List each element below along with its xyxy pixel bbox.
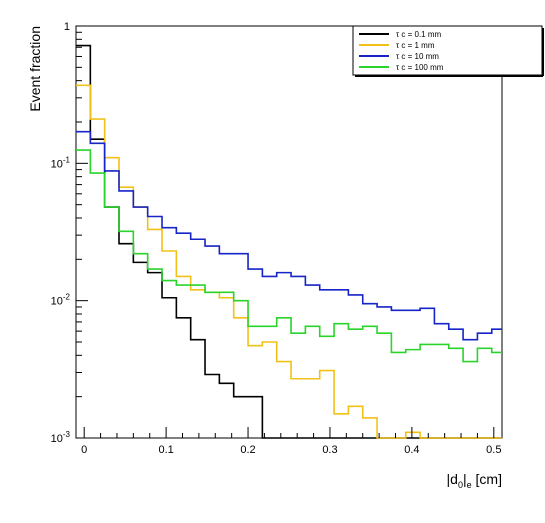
y-tick-label: 1 xyxy=(64,21,70,33)
y-tick-label: 10-1 xyxy=(51,155,71,170)
x-tick-label: 0.4 xyxy=(404,444,419,456)
x-axis-title-bar: | xyxy=(463,471,467,487)
x-tick-label: 0.3 xyxy=(322,444,337,456)
series-layer xyxy=(76,44,502,439)
x-axis-title-sub: 0 xyxy=(458,480,463,490)
x-tick-label: 0.5 xyxy=(486,444,501,456)
y-tick-label: 10-2 xyxy=(51,293,71,308)
x-tick-label: 0 xyxy=(81,444,87,456)
legend-label-3: τ c = 10 mm xyxy=(396,52,439,61)
x-tick-label: 0.1 xyxy=(158,444,173,456)
plot-area xyxy=(75,25,503,439)
axis-layer: 0 0.1 0.2 0.3 0.4 0.5 10-3 10-2 10-1 1 xyxy=(51,21,502,456)
legend: τ c = 0.1 mm τ c = 1 mm τ c = 10 mm τ c = 1… xyxy=(352,25,544,77)
y-tick-label: 10-3 xyxy=(51,430,71,445)
y-axis-title: Event fraction xyxy=(27,26,43,112)
x-axis-title-main: |d xyxy=(447,471,458,487)
x-axis-title-unit: [cm] xyxy=(472,471,502,487)
series-line-3 xyxy=(76,130,502,341)
legend-label-1: τ c = 0.1 mm xyxy=(396,30,442,39)
x-axis-title-sub2: e xyxy=(467,480,472,490)
series-line-4 xyxy=(76,149,502,363)
legend-label-2: τ c = 1 mm xyxy=(396,41,435,50)
legend-label-4: τ c = 100 mm xyxy=(396,63,444,72)
x-tick-label: 0.2 xyxy=(240,444,255,456)
x-axis-title: |d0|e [cm] xyxy=(447,471,502,490)
